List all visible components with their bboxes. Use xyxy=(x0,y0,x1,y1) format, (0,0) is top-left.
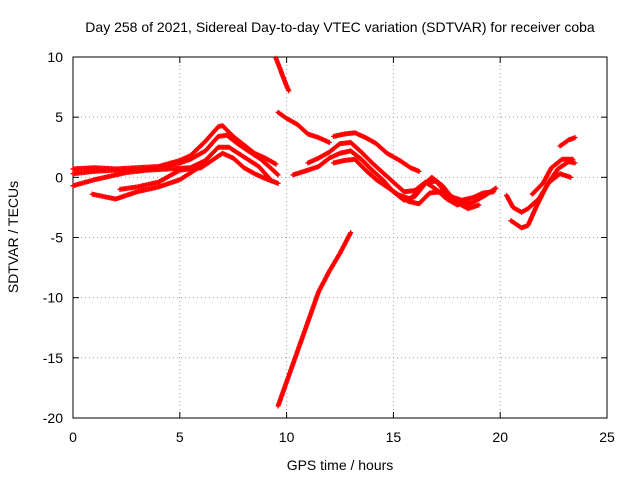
x-tick-label: 25 xyxy=(599,429,615,445)
series-track-8 xyxy=(275,230,354,409)
y-tick-label: -5 xyxy=(51,230,64,246)
series-track-17 xyxy=(557,135,578,149)
y-tick-label: 0 xyxy=(55,169,63,185)
axis-ticks: 0 5 10 15 20 25 -20 -15 -10 -5 0 5 10 xyxy=(43,49,615,445)
data-point xyxy=(572,160,578,166)
data-point xyxy=(476,202,482,208)
data-point xyxy=(286,88,292,94)
y-tick-label: -10 xyxy=(43,290,63,306)
data-point xyxy=(572,135,578,141)
series-track-14 xyxy=(504,171,574,215)
series-track-16 xyxy=(529,156,576,197)
y-tick-label: 10 xyxy=(47,49,63,65)
data-point xyxy=(273,161,279,167)
data-point xyxy=(275,172,281,178)
y-tick-label: -20 xyxy=(43,410,63,426)
chart-title: Day 258 of 2021, Sidereal Day-to-day VTE… xyxy=(85,19,595,35)
x-tick-label: 0 xyxy=(69,429,77,445)
data-point xyxy=(326,139,332,145)
series-track-15 xyxy=(508,159,578,231)
grid-lines xyxy=(73,57,607,418)
data-point xyxy=(275,180,281,186)
data-point xyxy=(348,230,354,236)
series-track-5 xyxy=(89,159,211,202)
data-point xyxy=(416,168,422,174)
series-track-11 xyxy=(331,130,422,174)
data-point xyxy=(205,159,211,165)
x-tick-label: 20 xyxy=(492,429,508,445)
x-tick-label: 10 xyxy=(279,429,295,445)
series-track-10 xyxy=(305,139,471,208)
series-track-13 xyxy=(397,174,499,209)
y-axis-label: SDTVAR / TECUs xyxy=(5,181,21,293)
data-marks xyxy=(70,55,578,409)
data-point xyxy=(568,174,574,180)
data-point xyxy=(493,185,499,191)
x-axis-label: GPS time / hours xyxy=(287,457,394,473)
series-track-7 xyxy=(275,109,332,145)
y-tick-label: 5 xyxy=(55,109,63,125)
data-point xyxy=(570,156,576,162)
x-tick-label: 5 xyxy=(176,429,184,445)
series-track-3 xyxy=(70,144,275,189)
y-tick-label: -15 xyxy=(43,350,63,366)
x-tick-label: 15 xyxy=(386,429,402,445)
series-track-6 xyxy=(273,55,292,94)
